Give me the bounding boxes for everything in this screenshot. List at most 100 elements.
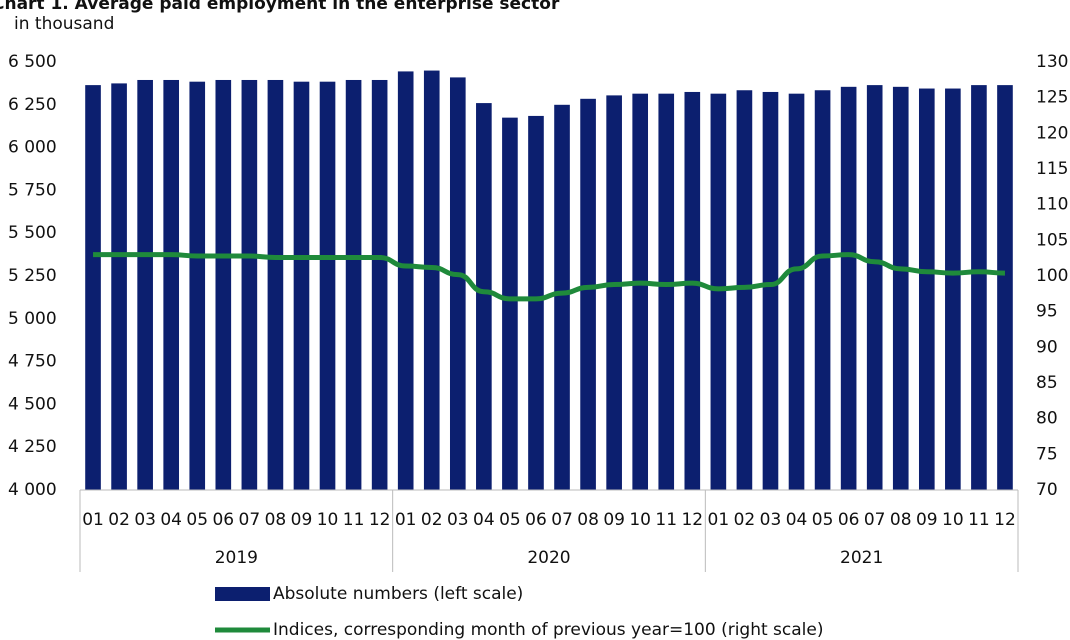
y2-tick-label: 130 [1036,52,1068,72]
y-tick-label: 4 250 [8,437,57,457]
x-tick-label: 02 [734,510,756,530]
x-tick-label: 04 [473,510,495,530]
bar [319,81,336,491]
y-tick-label: 4 750 [8,352,57,372]
bar [632,93,649,490]
x-tick-label: 05 [812,510,834,530]
bar [397,71,414,490]
bar [189,81,206,491]
bar [684,91,701,491]
y2-tick-label: 120 [1036,123,1068,143]
x-tick-label: 10 [317,510,339,530]
bar [423,70,440,490]
y2-tick-label: 110 [1036,195,1068,215]
bar [163,79,180,490]
bar [215,79,232,490]
x-tick-label: 07 [239,510,261,530]
x-tick-label: 05 [186,510,208,530]
y-tick-label: 6 000 [8,138,57,158]
y2-tick-label: 115 [1036,159,1068,179]
bar [502,117,518,490]
y-tick-label: 5 500 [8,223,57,243]
x-tick-label: 11 [343,510,365,530]
x-tick-label: 04 [786,510,808,530]
y-tick-label: 5 750 [8,180,57,200]
x-tick-label: 11 [655,510,677,530]
legend-label: Absolute numbers (left scale) [273,584,523,604]
bar [241,79,258,490]
bar [710,93,727,490]
y-tick-label: 4 500 [8,394,57,414]
y2-tick-label: 90 [1036,337,1058,357]
bar [788,93,805,490]
y2-tick-label: 85 [1036,373,1058,393]
year-label: 2020 [527,548,570,568]
bar [736,90,753,491]
x-tick-label: 03 [447,510,469,530]
bar [476,103,492,490]
x-tick-label: 12 [681,510,703,530]
bar [866,85,883,490]
x-tick-label: 06 [212,510,234,530]
x-tick-label: 06 [525,510,547,530]
year-label: 2021 [840,548,883,568]
bar [111,83,127,491]
bar [345,79,362,490]
x-tick-label: 05 [499,510,521,530]
bar [85,85,101,490]
bar [971,85,987,490]
bar [762,91,779,491]
x-tick-label: 02 [421,510,443,530]
x-tick-label: 07 [864,510,886,530]
x-tick-label: 08 [265,510,287,530]
bar [997,85,1013,490]
y2-tick-label: 70 [1036,480,1058,500]
y2-tick-label: 75 [1036,444,1058,464]
y-axis-label: in thousand [14,14,114,34]
x-tick-label: 04 [160,510,182,530]
y2-tick-label: 95 [1036,302,1058,322]
bar [554,104,570,491]
y-tick-label: 6 500 [8,52,57,72]
legend-label: Indices, corresponding month of previous… [273,620,823,640]
chart-title: Chart 1. Average paid employment in the … [0,0,560,14]
bar [137,79,153,490]
x-tick-label: 07 [551,510,573,530]
bar [293,81,310,491]
x-tick-label: 10 [942,510,964,530]
y2-tick-label: 100 [1036,266,1068,286]
x-tick-label: 06 [838,510,860,530]
y2-tick-label: 125 [1036,88,1068,108]
bar [371,79,388,490]
bar [892,86,909,490]
y-tick-label: 5 000 [8,309,57,329]
bar [814,90,831,491]
x-tick-label: 01 [395,510,417,530]
bar [918,88,935,490]
bar [580,98,596,491]
y2-tick-label: 105 [1036,230,1068,250]
bar [945,88,961,490]
year-label: 2019 [215,548,258,568]
x-tick-label: 12 [994,510,1016,530]
bar [449,77,466,491]
y2-tick-label: 80 [1036,409,1058,429]
legend-swatch [215,587,270,601]
x-tick-label: 12 [369,510,391,530]
bar [267,79,284,490]
bar [840,86,857,490]
x-tick-label: 10 [629,510,651,530]
x-tick-label: 09 [916,510,938,530]
x-tick-label: 03 [134,510,156,530]
x-tick-label: 09 [291,510,313,530]
x-tick-label: 08 [577,510,599,530]
y-tick-label: 5 250 [8,266,57,286]
bar [606,95,622,490]
x-tick-label: 09 [603,510,625,530]
x-tick-label: 01 [708,510,730,530]
x-tick-label: 01 [82,510,104,530]
x-tick-label: 03 [760,510,782,530]
bar [528,115,544,490]
x-tick-label: 08 [890,510,912,530]
